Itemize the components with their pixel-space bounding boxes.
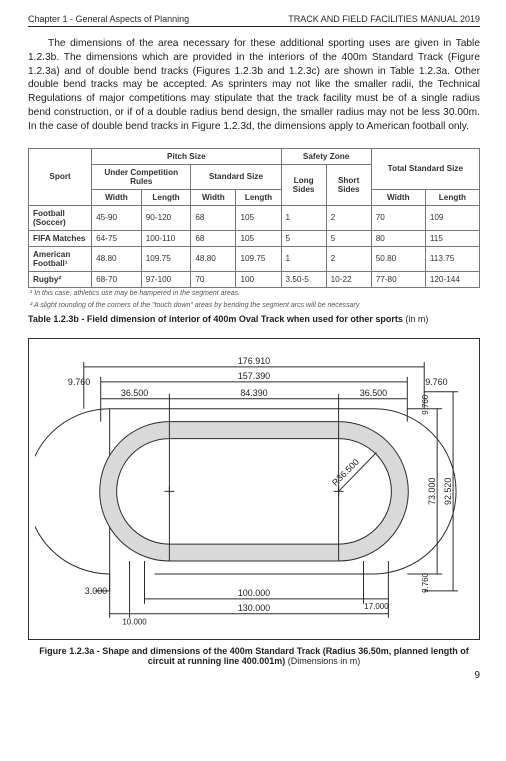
page-number: 9 [28,670,480,681]
cell: 109.75 [141,246,191,271]
caption-text: Table 1.2.3b - Field dimension of interi… [28,314,403,324]
col-under: Under Competition Rules [92,164,191,189]
table-caption: Table 1.2.3b - Field dimension of interi… [28,314,480,324]
cell: 48.80 [92,246,142,271]
col-length: Length [236,189,281,205]
figure-caption-unit: (Dimensions in m) [285,656,360,666]
col-length: Length [141,189,191,205]
cell: FIFA Matches [29,230,92,246]
cell: 77-80 [371,271,425,287]
dim-side-9760a: 9.760 [421,395,430,415]
cell: 70 [191,271,236,287]
table-row: American Football¹ 48.80 109.75 48.80 10… [29,246,480,271]
cell: 1 [281,246,326,271]
dim-17: 17.000 [364,602,389,611]
cell: 115 [425,230,479,246]
cell: 10-22 [326,271,371,287]
dim-h-outer: 92.520 [443,478,453,505]
cell: 113.75 [425,246,479,271]
cell: 105 [236,205,281,230]
col-sport: Sport [29,148,92,205]
table-footnote-2: ² A slight rounding of the corners of th… [30,302,480,310]
dim-total-width: 176.910 [238,356,270,366]
dim-mid: 84.390 [240,388,267,398]
figure-caption: Figure 1.2.3a - Shape and dimensions of … [28,646,480,666]
table-footnote-1: ¹ In this case, athletics use may be ham… [30,290,480,298]
table-row: Width Length Width Length Width Length [29,189,480,205]
cell: 105 [236,230,281,246]
table-row: FIFA Matches 64-75 100-110 68 105 5 5 80… [29,230,480,246]
header-left: Chapter 1 - General Aspects of Planning [28,14,189,24]
cell: 109.75 [236,246,281,271]
cell: 3.50-5 [281,271,326,287]
cell: 70 [371,205,425,230]
table-row: Sport Pitch Size Safety Zone Total Stand… [29,148,480,164]
cell: 68 [191,205,236,230]
dim-side-9760b: 9.760 [421,573,430,593]
page-header: Chapter 1 - General Aspects of Planning … [28,14,480,27]
dim-3: 3.000 [85,586,107,596]
cell: Football (Soccer) [29,205,92,230]
dim-10: 10.000 [122,618,147,626]
dim-seg-right: 36.500 [360,388,387,398]
cell: American Football¹ [29,246,92,271]
dim-inner-width: 157.390 [238,371,270,381]
cell: 68-70 [92,271,142,287]
cell: 90-120 [141,205,191,230]
cell: 120-144 [425,271,479,287]
track-figure: 176.910 157.390 9.760 9.760 36.500 84.39… [28,338,480,640]
cell: 2 [326,246,371,271]
col-width: Width [371,189,425,205]
cell: 68 [191,230,236,246]
cell: 1 [281,205,326,230]
cell: 48.80 [191,246,236,271]
table-row: Rugby² 68-70 97-100 70 100 3.50-5 10-22 … [29,271,480,287]
dim-130: 130.000 [238,603,270,613]
dim-100: 100.000 [238,588,270,598]
group-safety: Safety Zone [281,148,371,164]
cell: 109 [425,205,479,230]
group-pitch: Pitch Size [92,148,281,164]
cell: Rugby² [29,271,92,287]
col-length: Length [425,189,479,205]
cell: 80 [371,230,425,246]
dim-seg-left: 36.500 [121,388,148,398]
cell: 2 [326,205,371,230]
dim-9760-right: 9.760 [425,377,447,387]
header-right: TRACK AND FIELD FACILITIES MANUAL 2019 [288,14,480,24]
cell: 64-75 [92,230,142,246]
body-paragraph: The dimensions of the area necessary for… [28,37,480,133]
group-total: Total Standard Size [371,148,479,189]
cell: 50.80 [371,246,425,271]
cell: 5 [281,230,326,246]
cell: 45-90 [92,205,142,230]
col-width: Width [191,189,236,205]
caption-unit: (in m) [403,314,429,324]
figure-caption-text: Figure 1.2.3a - Shape and dimensions of … [39,646,469,666]
col-width: Width [92,189,142,205]
col-standard: Standard Size [191,164,281,189]
cell: 100-110 [141,230,191,246]
dim-h-inner: 73.000 [427,478,437,505]
cell: 100 [236,271,281,287]
track-svg: 176.910 157.390 9.760 9.760 36.500 84.39… [35,347,473,626]
col-short: Short Sides [326,164,371,205]
cell: 5 [326,230,371,246]
cell: 97-100 [141,271,191,287]
pitch-size-table: Sport Pitch Size Safety Zone Total Stand… [28,148,480,288]
table-row: Football (Soccer) 45-90 90-120 68 105 1 … [29,205,480,230]
dim-9760-left: 9.760 [68,377,90,387]
col-long: Long Sides [281,164,326,205]
